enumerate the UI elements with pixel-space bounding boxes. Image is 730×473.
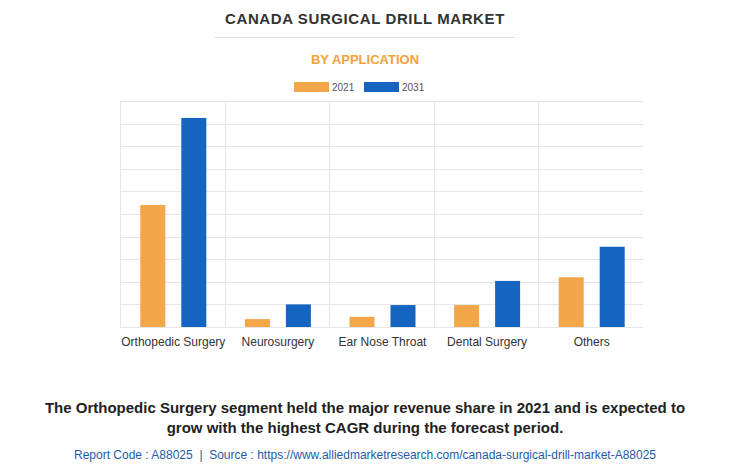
title: CANADA SURGICAL DRILL MARKET	[225, 10, 505, 27]
bar	[391, 305, 416, 327]
category-separator	[434, 101, 435, 327]
x-tick-label: Orthopedic Surgery	[121, 335, 225, 349]
grid-line	[120, 327, 643, 328]
bars	[140, 118, 624, 327]
subtitle: BY APPLICATION	[311, 52, 419, 67]
bar	[245, 319, 270, 327]
chart: CANADA SURGICAL DRILL MARKET BY APPLICATI…	[0, 0, 730, 473]
bar	[600, 247, 625, 327]
annotation: grow with the highest CAGR during the fo…	[167, 419, 564, 436]
title-rule	[215, 37, 515, 38]
legend-swatch	[294, 82, 329, 92]
annotation: The Orthopedic Surgery segment held the …	[45, 399, 685, 416]
legend-swatch	[364, 82, 399, 92]
legend-label: 2031	[402, 82, 425, 93]
bar	[286, 304, 311, 327]
category-separator	[225, 101, 226, 327]
legend-label: 2021	[332, 82, 355, 93]
source: Report Code : A88025 | Source : https://…	[74, 448, 656, 462]
bar	[350, 317, 375, 327]
category-separator	[329, 101, 330, 327]
x-tick-label: Others	[574, 335, 610, 349]
category-separator	[538, 101, 539, 327]
bar	[140, 205, 165, 327]
bar	[559, 277, 584, 327]
bar	[181, 118, 206, 327]
bar	[454, 305, 479, 327]
grid-line	[120, 101, 643, 102]
x-tick-label: Ear Nose Throat	[339, 335, 427, 349]
x-tick-label: Dental Surgery	[447, 335, 527, 349]
x-tick-label: Neurosurgery	[242, 335, 315, 349]
bar	[495, 281, 520, 327]
category-separator	[120, 101, 121, 327]
